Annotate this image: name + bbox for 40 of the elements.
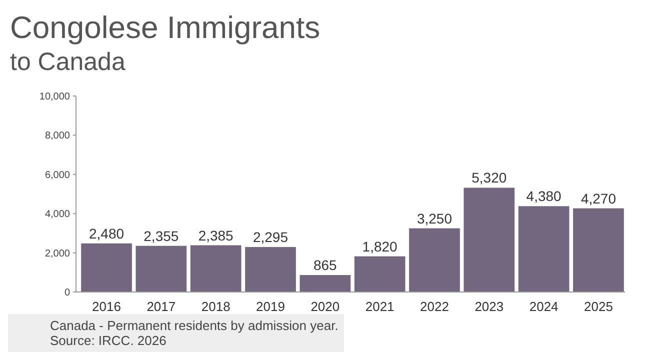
source-note: Source: IRCC. 2026 (50, 333, 166, 348)
bar (190, 245, 242, 292)
chart-subtitle: to Canada (10, 48, 126, 76)
x-tick-label: 2020 (310, 299, 340, 314)
y-tick-label: 6,000 (44, 170, 70, 181)
y-tick-label: 2,000 (44, 248, 70, 260)
x-tick-label: 2022 (420, 299, 449, 314)
data-label: 2,295 (252, 229, 288, 246)
x-tick-label: 2018 (201, 299, 230, 314)
bar (354, 256, 406, 292)
data-label: 2,480 (88, 225, 124, 242)
bar (136, 246, 187, 292)
x-tick-label: 2019 (256, 299, 285, 314)
data-label: 3,250 (416, 210, 452, 226)
x-tick-label: 2024 (529, 299, 558, 314)
bar (573, 208, 624, 292)
bar (518, 206, 570, 292)
data-label: 865 (313, 257, 338, 274)
y-tick-label: 0 (64, 288, 70, 298)
data-label: 1,820 (362, 238, 398, 254)
x-tick-label: 2017 (146, 299, 176, 314)
x-tick-label: 2021 (365, 299, 394, 314)
chart-title: Congolese Immigrants (10, 10, 320, 45)
y-tick-label: 10,000 (39, 92, 70, 102)
data-label: 2,385 (198, 227, 234, 244)
text: Canada - Permanent residents by admission year. (50, 318, 338, 333)
bar (409, 228, 460, 292)
x-tick-label: 2025 (584, 299, 613, 314)
data-label: 4,380 (526, 188, 562, 204)
y-tick-label: 4,000 (44, 209, 70, 220)
data-label: 4,270 (580, 190, 616, 206)
x-tick-label: 2023 (474, 299, 504, 314)
x-tick-label: 2016 (92, 299, 121, 314)
data-label: 5,320 (472, 170, 507, 186)
bar (245, 247, 296, 292)
data-label: 2,355 (144, 228, 179, 244)
bar (464, 188, 515, 292)
y-tick-label: 8,000 (44, 130, 70, 142)
bar (300, 275, 351, 292)
bar (81, 243, 132, 292)
